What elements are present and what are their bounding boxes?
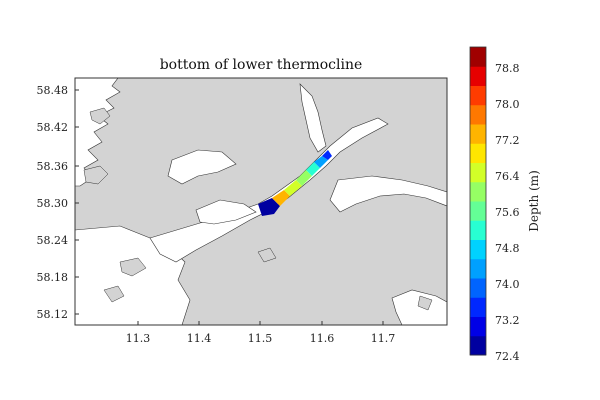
colorbar-tick-label: 75.6 (495, 206, 520, 219)
colorbar-swatch (470, 201, 486, 221)
y-tick-label: 58.30 (37, 197, 69, 210)
colorbar-tick-label: 72.4 (495, 350, 520, 363)
southeast-bay (391, 289, 447, 325)
y-tick-label: 58.12 (37, 308, 69, 321)
middle-branch (195, 199, 257, 225)
colorbar-swatch (470, 47, 486, 67)
colorbar-tick-label: 78.0 (495, 98, 520, 111)
colorbar-swatch (470, 104, 486, 125)
x-tick-label: 11.3 (126, 332, 151, 345)
depth-segment (296, 170, 312, 186)
depth-segment (314, 156, 328, 168)
colorbar-swatch (470, 66, 486, 86)
island (257, 247, 277, 263)
y-tick-label: 58.24 (37, 234, 69, 247)
colorbar-tick-label: 74.8 (495, 242, 520, 255)
depth-segment (272, 190, 290, 206)
east-fjord (329, 175, 447, 213)
colorbar-swatch (470, 220, 486, 240)
colorbar-tick-label: 76.4 (495, 170, 520, 183)
colorbar-swatch (470, 85, 486, 106)
island (83, 165, 109, 185)
colorbar-swatch (470, 316, 486, 337)
island (119, 257, 147, 277)
depth-segment (322, 150, 332, 160)
x-tick-label: 11.6 (310, 332, 335, 345)
x-tick-label: 11.7 (371, 332, 396, 345)
colorbar-swatch (470, 181, 486, 202)
colorbar-swatch (470, 143, 486, 163)
y-tick-label: 58.42 (37, 121, 69, 134)
colorbar-tick-label: 74.0 (495, 278, 520, 291)
colorbar-swatches (470, 47, 486, 356)
colorbar-swatch (470, 278, 486, 298)
map-panel (74, 77, 448, 326)
colorbar-tick-label: 73.2 (495, 314, 520, 327)
depth-shallow-segment (258, 198, 280, 216)
y-tick-label: 58.36 (37, 160, 69, 173)
island (103, 285, 125, 303)
colorbar: 78.8 78.0 77.2 76.4 75.6 74.8 74.0 73.2 … (469, 46, 541, 363)
island (89, 107, 111, 125)
colorbar-swatch (470, 239, 486, 260)
colorbar-swatch (470, 258, 486, 279)
x-axis: 11.3 11.4 11.5 11.6 11.7 (126, 321, 396, 345)
colorbar-swatch (470, 124, 486, 144)
map-frame (74, 77, 448, 326)
y-axis: 58.48 58.42 58.36 58.30 58.24 58.18 58.1… (37, 84, 79, 321)
depth-overlay (258, 150, 332, 216)
y-tick-label: 58.48 (37, 84, 69, 97)
island (417, 295, 433, 311)
water-bodies (75, 78, 447, 325)
west-channel (167, 149, 237, 185)
depth-segment (306, 162, 320, 176)
map-title: bottom of lower thermocline (160, 57, 363, 73)
colorbar-tick-label: 77.2 (495, 134, 520, 147)
depth-segment (284, 180, 302, 196)
colorbar-tick-label: 78.8 (495, 62, 520, 75)
x-tick-label: 11.5 (248, 332, 273, 345)
colorbar-swatch (470, 297, 486, 317)
colorbar-swatch (470, 335, 486, 356)
colorbar-swatch (470, 162, 486, 183)
x-tick-label: 11.4 (187, 332, 212, 345)
colorbar-frame (469, 46, 487, 356)
north-inlet (299, 83, 327, 153)
y-tick-label: 58.18 (37, 271, 69, 284)
colorbar-label: Depth (m) (527, 170, 541, 232)
